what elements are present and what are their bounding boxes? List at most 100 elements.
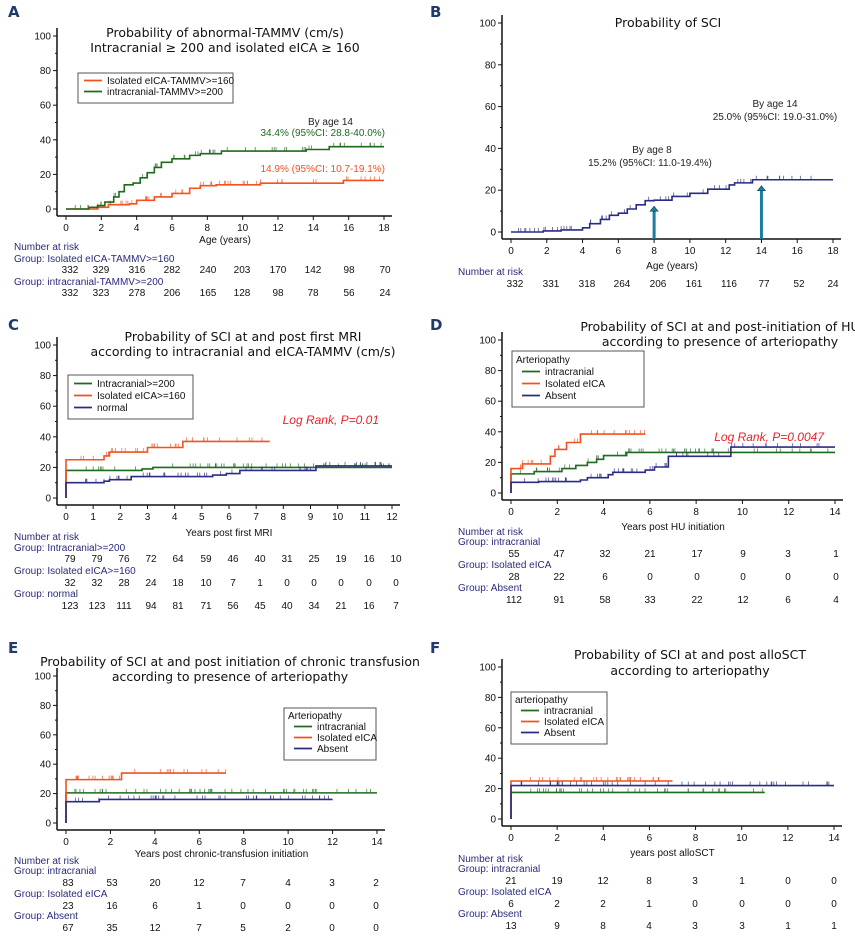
risk-count: 24 — [145, 578, 157, 589]
risk-count: 34 — [308, 601, 320, 612]
x-tick-label: 12 — [720, 246, 732, 257]
y-tick-label: 0 — [45, 205, 51, 216]
risk-count: 16 — [363, 554, 375, 565]
risk-count: 28 — [508, 572, 520, 583]
risk-count: 123 — [89, 601, 106, 612]
censor-marks — [518, 175, 812, 232]
risk-count: 1 — [833, 549, 839, 560]
risk-count: 0 — [240, 901, 246, 912]
risk-count: 331 — [543, 279, 560, 290]
risk-count: 79 — [64, 554, 76, 565]
legend-title: arteriopathy — [515, 695, 568, 706]
risk-count: 7 — [196, 923, 202, 934]
x-tick-label: 16 — [343, 223, 355, 234]
y-tick-label: 80 — [40, 371, 52, 382]
x-axis-label: Years post HU initiation — [621, 522, 725, 533]
panel-letter: C — [8, 316, 19, 334]
risk-table-header: Number at risk — [14, 532, 80, 543]
censor-marks — [88, 176, 380, 209]
risk-count: 329 — [93, 265, 110, 276]
y-tick-label: 100 — [34, 341, 51, 352]
risk-count: 0 — [831, 899, 837, 910]
x-axis-label: Age (years) — [646, 261, 698, 272]
legend-box — [510, 691, 608, 745]
risk-table-header: Number at risk — [458, 267, 524, 278]
chart-title-line: Probability of SCI at and post initiatio… — [40, 654, 420, 669]
x-tick-label: 4 — [134, 223, 140, 234]
risk-count: 332 — [62, 288, 79, 299]
risk-count: 9 — [740, 549, 746, 560]
risk-count: 2 — [600, 899, 606, 910]
y-tick-label: 60 — [485, 102, 497, 113]
risk-count: 0 — [739, 899, 745, 910]
risk-count: 6 — [785, 595, 791, 606]
x-tick-label: 0 — [63, 512, 69, 523]
risk-count: 1 — [785, 921, 791, 932]
y-tick-label: 60 — [485, 397, 497, 408]
risk-count: 32 — [91, 578, 103, 589]
legend-label: Absent — [545, 391, 576, 402]
annotation-text: 14.9% (95%CI: 10.7-19.1%) — [260, 164, 385, 175]
legend-label: intracranial — [545, 367, 594, 378]
risk-count: 7 — [240, 878, 246, 889]
y-tick-label: 60 — [40, 402, 52, 413]
risk-count: 7 — [230, 578, 236, 589]
risk-count: 58 — [599, 595, 611, 606]
y-tick-label: 100 — [34, 32, 51, 43]
y-tick-label: 80 — [485, 693, 497, 704]
risk-count: 21 — [644, 549, 656, 560]
risk-count: 0 — [366, 578, 372, 589]
legend-label: intracranial — [317, 722, 366, 733]
x-tick-label: 14 — [829, 507, 841, 518]
censor-marks — [529, 777, 660, 781]
risk-count: 23 — [62, 901, 74, 912]
risk-count: 20 — [149, 878, 161, 889]
x-tick-label: 4 — [172, 512, 178, 523]
x-tick-label: 16 — [792, 246, 804, 257]
y-tick-label: 40 — [485, 754, 497, 765]
legend-label: Isolated eICA-TAMMV>=160 — [107, 76, 235, 87]
censor-marks — [85, 461, 382, 483]
risk-count: 46 — [227, 554, 239, 565]
x-tick-label: 12 — [272, 223, 284, 234]
risk-count: 12 — [597, 876, 609, 887]
x-tick-label: 12 — [327, 837, 339, 848]
annotation-text: By age 8 — [632, 145, 672, 156]
risk-count: 0 — [284, 578, 290, 589]
chart-title-line: Probability of SCI at and post-initiatio… — [580, 319, 855, 334]
censor-marks — [74, 795, 329, 802]
risk-count: 0 — [785, 876, 791, 887]
chart-panel-c: C Probability of SCI at and post first MR… — [8, 316, 402, 612]
x-tick-label: 14 — [308, 223, 320, 234]
risk-table-header: Number at risk — [14, 856, 80, 867]
risk-group-label: Group: normal — [14, 589, 78, 600]
y-tick-label: 40 — [40, 432, 52, 443]
risk-group-label: Group: Isolated eICA — [458, 887, 552, 898]
risk-count: 53 — [106, 878, 118, 889]
risk-count: 6 — [508, 899, 514, 910]
risk-table-header: Number at risk — [458, 854, 524, 865]
risk-count: 18 — [172, 578, 184, 589]
risk-count: 79 — [91, 554, 103, 565]
arrow-marker-head — [756, 185, 767, 192]
legend-label: Isolated eICA — [544, 717, 604, 728]
x-tick-label: 5 — [199, 512, 205, 523]
x-tick-label: 9 — [308, 512, 314, 523]
y-tick-label: 60 — [40, 101, 52, 112]
annotation-text: 34.4% (95%CI: 28.8-40.0%) — [260, 128, 385, 139]
x-tick-label: 10 — [283, 837, 295, 848]
x-tick-label: 3 — [145, 512, 151, 523]
x-tick-label: 8 — [281, 512, 287, 523]
risk-count: 0 — [311, 578, 317, 589]
y-tick-label: 20 — [485, 458, 497, 469]
risk-count: 316 — [129, 265, 146, 276]
series-line-sci — [511, 178, 833, 233]
risk-count: 17 — [691, 549, 703, 560]
risk-count: 206 — [164, 288, 181, 299]
x-tick-label: 12 — [782, 833, 794, 844]
x-tick-label: 8 — [693, 507, 699, 518]
